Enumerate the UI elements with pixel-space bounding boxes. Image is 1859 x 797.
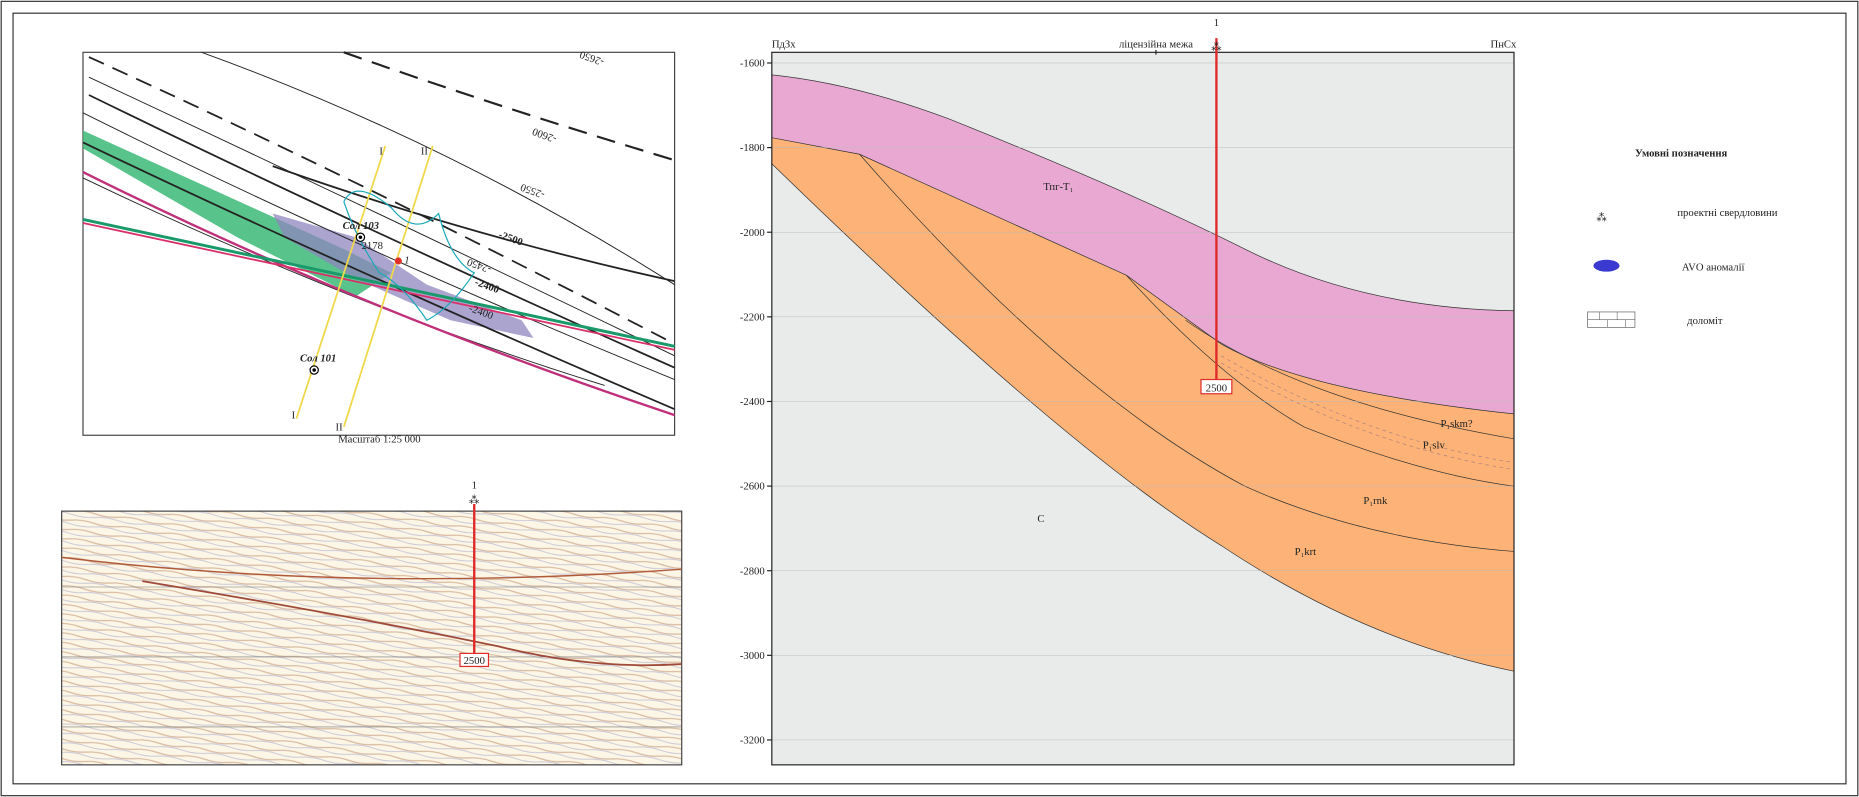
layer-label: C xyxy=(1037,513,1044,525)
y-tick-label: -2200 xyxy=(740,311,765,323)
layer-label: P₁krt xyxy=(1295,546,1317,558)
profile-label: II xyxy=(421,145,429,157)
inner-border xyxy=(12,12,1847,785)
direction-label: ПнСх xyxy=(1491,39,1518,51)
profile-label: I xyxy=(292,410,296,422)
well-number: 1 xyxy=(404,254,409,266)
y-tick-label: -2800 xyxy=(740,565,765,577)
well-label: Сол 101 xyxy=(300,353,336,365)
legend-title: Умовні позначення xyxy=(1635,148,1727,160)
direction-label: ПдЗх xyxy=(772,39,796,51)
layer-label: P₁skm? xyxy=(1440,418,1472,430)
well-depth: 2500 xyxy=(464,655,485,667)
y-tick-label: -2400 xyxy=(740,396,765,408)
y-tick-label: -1800 xyxy=(740,142,765,154)
legend-label: AVO аномалії xyxy=(1682,261,1745,273)
map: Сол 103 Сол 101 1 2178 I II I II -2650 -… xyxy=(82,48,676,445)
y-tick-label: -2000 xyxy=(740,227,765,239)
well-symbol: ⁂ xyxy=(469,494,480,506)
profile-label: I xyxy=(379,145,383,157)
legend-label: доломіт xyxy=(1687,315,1723,327)
well-value: 2178 xyxy=(362,240,383,252)
y-tick-label: -2600 xyxy=(740,481,765,493)
y-tick-label: -3000 xyxy=(740,650,765,662)
boundary-label: ліцензійна межа xyxy=(1119,39,1193,51)
map-scale: Масштаб 1:25 000 xyxy=(338,433,420,445)
legend: Умовні позначення ⁂ проектні свердловини… xyxy=(1587,148,1778,328)
layer-label: Тпг-Т₁ xyxy=(1043,181,1073,193)
cross-section: -1600 -1800 -2000 -2200 -2400 -2600 -2800 -3000… xyxy=(740,17,1518,766)
well-number: 1 xyxy=(1214,17,1219,29)
well-label: Сол 103 xyxy=(343,220,380,232)
well-number: 1 xyxy=(472,480,477,492)
y-tick-label: -3200 xyxy=(740,735,765,747)
well-symbol: ⁂ xyxy=(1211,41,1222,53)
legend-label: проектні свердловини xyxy=(1677,207,1777,219)
seismic-section: 1 ⁂ 2500 xyxy=(61,480,683,766)
well-depth: 2500 xyxy=(1206,382,1227,394)
legend-symbol: ⁂ xyxy=(1596,212,1607,224)
layer-label: P₁rnk xyxy=(1363,495,1388,507)
layer-label: P₁slv xyxy=(1423,439,1446,451)
profile-label: II xyxy=(336,422,344,434)
y-tick-label: -1600 xyxy=(740,58,765,70)
